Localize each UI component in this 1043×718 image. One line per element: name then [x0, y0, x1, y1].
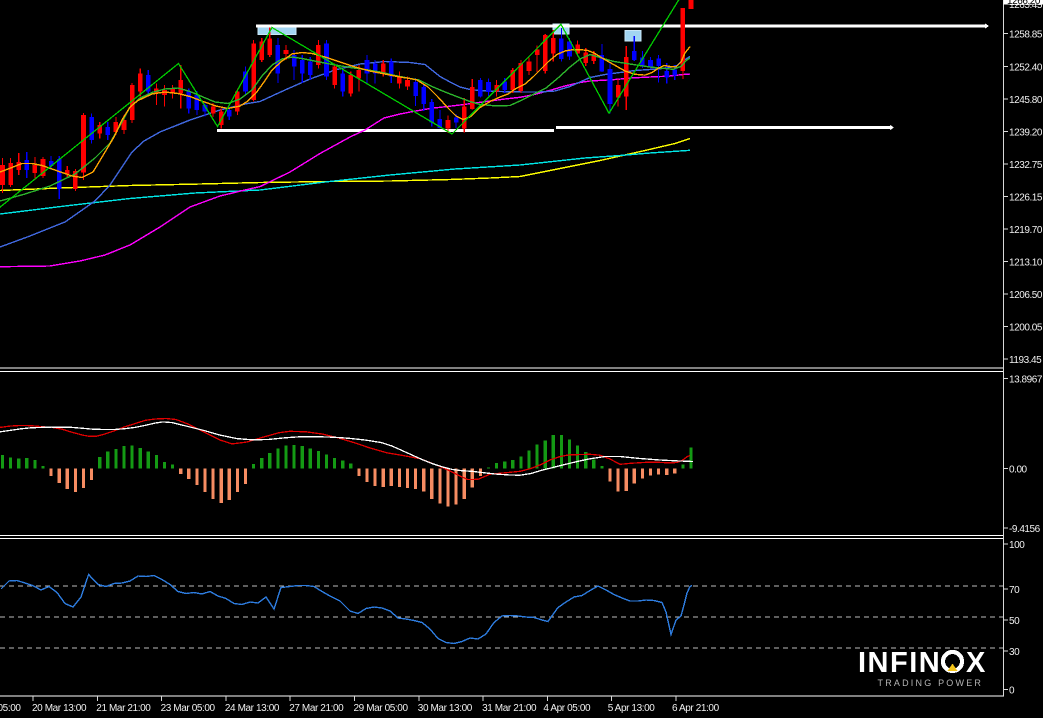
svg-text:50: 50: [1009, 616, 1020, 627]
svg-text:30 Mar 13:00: 30 Mar 13:00: [418, 703, 473, 714]
svg-text:1258.85: 1258.85: [1009, 30, 1043, 41]
svg-text:1226.15: 1226.15: [1009, 192, 1043, 203]
svg-text:29 Mar 05:00: 29 Mar 05:00: [354, 703, 409, 714]
svg-text:30: 30: [1009, 647, 1020, 658]
svg-text:1213.10: 1213.10: [1009, 258, 1043, 269]
svg-text:1252.40: 1252.40: [1009, 62, 1043, 73]
svg-text:1239.20: 1239.20: [1009, 127, 1043, 138]
svg-text:0: 0: [1009, 686, 1015, 697]
svg-text:-9.4156: -9.4156: [1009, 524, 1041, 535]
svg-text:1266.20: 1266.20: [1007, 0, 1041, 7]
svg-text:1232.75: 1232.75: [1009, 160, 1043, 171]
svg-text:1219.70: 1219.70: [1009, 225, 1043, 236]
svg-text:100: 100: [1009, 540, 1025, 551]
svg-text:21 Mar 21:00: 21 Mar 21:00: [96, 703, 151, 714]
svg-text:X: X: [966, 647, 986, 679]
svg-text:1206.50: 1206.50: [1009, 290, 1043, 301]
svg-text:27 Mar 21:00: 27 Mar 21:00: [289, 703, 344, 714]
svg-text:0.00: 0.00: [1009, 465, 1028, 476]
svg-text:31 Mar 21:00: 31 Mar 21:00: [482, 703, 537, 714]
svg-text:1245.80: 1245.80: [1009, 95, 1043, 106]
svg-text:24 Mar 13:00: 24 Mar 13:00: [225, 703, 280, 714]
svg-text:23 Mar 05:00: 23 Mar 05:00: [161, 703, 216, 714]
svg-text:13.8967: 13.8967: [1009, 375, 1043, 386]
svg-text:70: 70: [1009, 585, 1020, 596]
svg-text:INFIN: INFIN: [858, 647, 941, 679]
svg-text:1193.45: 1193.45: [1009, 355, 1042, 366]
svg-text:TRADING POWER: TRADING POWER: [878, 678, 984, 688]
svg-text:05:00: 05:00: [0, 703, 21, 714]
svg-text:6 Apr 21:00: 6 Apr 21:00: [672, 703, 720, 714]
svg-text:1265.45: 1265.45: [1009, 0, 1043, 11]
svg-text:20 Mar 13:00: 20 Mar 13:00: [32, 703, 87, 714]
svg-text:5 Apr 13:00: 5 Apr 13:00: [608, 703, 656, 714]
svg-text:1200.05: 1200.05: [1009, 323, 1043, 334]
svg-text:4 Apr 05:00: 4 Apr 05:00: [543, 703, 591, 714]
